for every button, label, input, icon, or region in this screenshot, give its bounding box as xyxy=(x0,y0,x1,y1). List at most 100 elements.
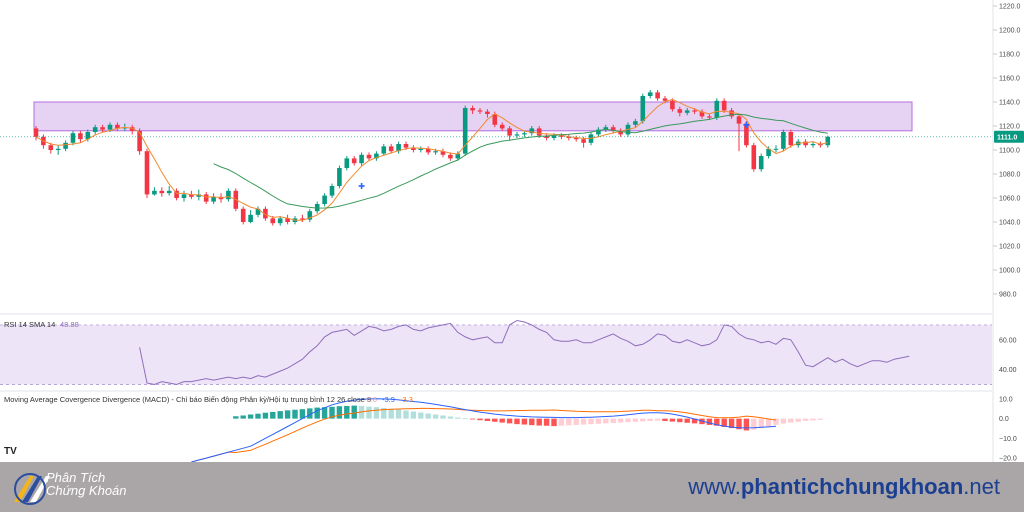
macd-value-label: -0.6 xyxy=(364,395,377,404)
macd-histogram-bar xyxy=(484,418,491,421)
candle-body xyxy=(85,132,91,140)
candle-body xyxy=(307,211,313,220)
macd-histogram-bar xyxy=(684,418,690,423)
candle-body xyxy=(277,218,283,224)
price-pane xyxy=(0,0,992,312)
candle-body xyxy=(507,128,512,136)
rsi-tick-label: 40.00 xyxy=(999,367,1017,374)
macd-histogram-bar xyxy=(529,418,535,426)
website-domain: phantichchungkhoan xyxy=(740,474,964,499)
macd-histogram-bar xyxy=(492,418,498,422)
website-prefix: www. xyxy=(688,474,741,499)
macd-histogram-bar xyxy=(469,418,476,420)
candle-body xyxy=(736,116,742,124)
candle-body xyxy=(766,148,771,156)
candle-body xyxy=(603,127,609,130)
macd-histogram-bar xyxy=(795,418,801,422)
macd-histogram-bar xyxy=(780,418,787,424)
candle-body xyxy=(566,136,572,138)
brand-line-2: Chứng Khoán xyxy=(46,483,127,498)
macd-histogram-bar xyxy=(255,413,261,419)
candle-body xyxy=(263,208,268,219)
candle-body xyxy=(226,190,231,200)
candle-body xyxy=(285,218,290,222)
macd-histogram-bar xyxy=(440,415,446,419)
last-price-badge xyxy=(994,130,1024,143)
candle-body xyxy=(440,151,446,155)
macd-histogram-bar xyxy=(247,414,254,419)
website-link[interactable]: www.phantichchungkhoan.net xyxy=(688,474,1000,500)
candle-body xyxy=(166,190,172,194)
candle-body xyxy=(196,194,202,197)
signal-cross-icon xyxy=(358,183,365,189)
macd-histogram-bar xyxy=(810,418,816,421)
candle-body xyxy=(33,128,39,137)
macd-histogram-bar xyxy=(758,418,764,429)
candle-body xyxy=(374,153,379,159)
candle-body xyxy=(618,130,623,135)
price-tick-label: 1080.0 xyxy=(999,172,1021,179)
macd-histogram-bar xyxy=(410,411,417,419)
price-tick-label: 980.0 xyxy=(999,292,1017,299)
candle-body xyxy=(255,208,261,215)
macd-value-label: -3.3 xyxy=(400,395,413,404)
candle-body xyxy=(300,218,305,220)
candle-body xyxy=(781,132,786,149)
macd-histogram-bar xyxy=(788,418,794,423)
candle-body xyxy=(100,127,105,130)
candle-body xyxy=(174,190,179,198)
signal-cross-icon xyxy=(743,121,750,128)
price-tick-label: 1000.0 xyxy=(999,268,1021,275)
candle-body xyxy=(448,154,453,159)
last-price-label: 1111.0 xyxy=(997,134,1017,141)
candle-body xyxy=(744,123,749,146)
macd-line xyxy=(191,398,777,462)
macd-histogram-bar xyxy=(714,418,720,426)
candle-body xyxy=(159,190,165,194)
price-tick-label: 1020.0 xyxy=(999,244,1021,251)
macd-tick-label: 10.0 xyxy=(999,396,1013,403)
macd-histogram-bar xyxy=(625,418,631,423)
candle-body xyxy=(684,110,690,113)
candle-body xyxy=(803,141,808,146)
macd-histogram-bar xyxy=(506,418,513,424)
footer-banner: Phân Tích Chứng Khoán www.phantichchungk… xyxy=(0,462,1024,512)
candle-body xyxy=(729,110,734,117)
price-tick-label: 1160.0 xyxy=(999,76,1020,83)
macd-histogram-bar xyxy=(425,413,431,419)
macd-tick-label: −20.0 xyxy=(999,456,1017,462)
macd-histogram-bar xyxy=(499,418,505,423)
candle-body xyxy=(499,124,505,129)
macd-histogram-bar xyxy=(706,418,713,425)
candle-body xyxy=(63,142,68,149)
website-suffix: .net xyxy=(963,474,1000,499)
macd-value-label: -3.9 xyxy=(382,395,395,404)
candle-body xyxy=(181,194,187,198)
candle-body xyxy=(351,158,357,164)
macd-histogram-bar xyxy=(536,418,542,426)
rsi-tick-label: 60.00 xyxy=(999,337,1017,344)
macd-signal-line xyxy=(191,407,777,462)
macd-histogram-bar xyxy=(632,418,639,422)
macd-histogram-bar xyxy=(588,418,594,425)
price-tick-label: 1120.0 xyxy=(999,124,1020,131)
candle-body xyxy=(137,130,142,152)
macd-histogram-bar xyxy=(610,418,616,423)
candle-body xyxy=(596,129,601,135)
macd-tick-label: −10.0 xyxy=(999,436,1017,443)
macd-histogram-bar xyxy=(432,414,439,419)
candle-body xyxy=(240,208,246,222)
candle-body xyxy=(78,133,83,140)
macd-histogram-bar xyxy=(817,418,824,420)
candle-body xyxy=(270,218,276,224)
candle-body xyxy=(692,110,697,112)
macd-histogram-bar xyxy=(366,406,372,419)
macd-histogram-bar xyxy=(277,411,283,419)
macd-histogram-bar xyxy=(514,418,520,425)
macd-histogram-bar xyxy=(336,406,343,419)
candle-body xyxy=(699,111,705,117)
macd-histogram-bar xyxy=(284,410,291,419)
macd-histogram-bar xyxy=(669,418,676,422)
price-tick-label: 1060.0 xyxy=(999,196,1021,203)
macd-histogram-bar xyxy=(233,416,239,419)
